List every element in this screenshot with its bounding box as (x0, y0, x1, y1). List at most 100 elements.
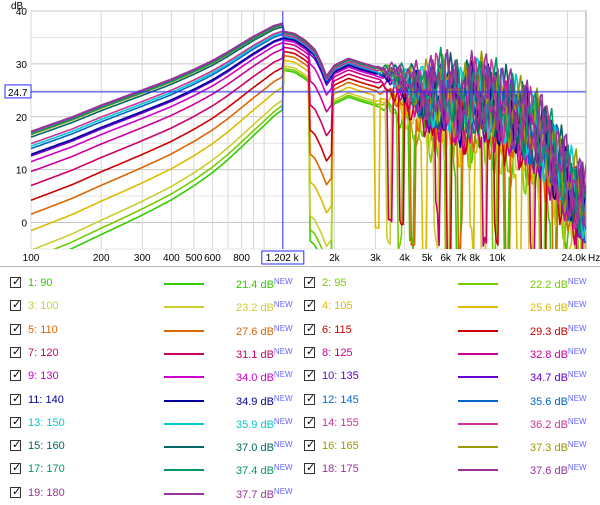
legend-item-swatch (458, 469, 498, 472)
x-tick-label: 7k (456, 253, 468, 264)
legend-item-checkbox[interactable]: ✓ (10, 414, 22, 428)
legend-item-label: 15: 160 (28, 440, 65, 453)
new-badge: NEW (567, 463, 587, 473)
legend-item[interactable]: ✓ 18: 175 37.6 dBNEW (304, 459, 594, 481)
legend-item-checkbox[interactable]: ✓ (10, 461, 21, 475)
legend-item[interactable]: ✓ 8: 125 32.8 dBNEW (304, 343, 594, 365)
legend-item[interactable]: ✓ 12: 145 35.6 dBNEW (304, 390, 594, 412)
legend-item-checkbox[interactable]: ✓ (10, 321, 22, 335)
legend-item-checkbox[interactable]: ✓ (10, 275, 21, 288)
legend-item-label: 7: 120 (28, 346, 59, 359)
cursor-x-readout-box (261, 250, 305, 265)
legend-item-swatch (164, 376, 204, 379)
legend-item-checkbox[interactable]: ✓ (10, 438, 21, 452)
legend-item-label: 17: 170 (28, 463, 65, 476)
x-tick-label: 600 (204, 253, 221, 264)
legend-item[interactable]: ✓ 4: 105 25.6 dBNEW (304, 296, 594, 318)
x-tick-label: 500 (186, 253, 203, 264)
legend-item-value: 37.4 dBNEW (236, 463, 293, 478)
legend-item-swatch (458, 306, 498, 309)
legend-item-label: 9: 130 (28, 370, 59, 383)
legend-item[interactable]: ✓ 2: 95 22.2 dBNEW (304, 273, 594, 295)
legend-item-swatch (164, 329, 204, 332)
legend-item-checkbox[interactable]: ✓ (10, 368, 22, 382)
legend-item[interactable]: ✓ 11: 140 34.9 dBNEW (10, 390, 300, 412)
new-badge: NEW (273, 346, 293, 356)
checkbox-check-icon: ✓ (12, 321, 22, 335)
legend-item[interactable]: ✓ 19: 180 37.7 dBNEW (10, 483, 300, 505)
legend-item-value: 21.4 dBNEW (236, 277, 293, 291)
legend-item-checkbox[interactable]: ✓ (304, 438, 316, 452)
legend-item[interactable]: ✓ 3: 100 23.2 dBNEW (10, 296, 300, 318)
legend-item-checkbox[interactable]: ✓ (10, 298, 21, 312)
legend-item-value: 25.6 dBNEW (530, 300, 587, 315)
legend-item-checkbox[interactable]: ✓ (304, 321, 316, 335)
x-tick-label: 5k (422, 253, 434, 264)
legend-item-checkbox[interactable]: ✓ (10, 391, 22, 405)
legend-item-label: 19: 180 (28, 486, 65, 499)
legend-item[interactable]: ✓ 17: 170 37.4 dBNEW (10, 459, 300, 481)
new-badge: NEW (567, 323, 587, 333)
checkbox-check-icon: ✓ (306, 438, 316, 452)
cursor-y-readout: 24.7 (8, 88, 28, 99)
legend-item[interactable]: ✓ 13: 150 35.9 dBNEW (10, 413, 300, 435)
axis-tick-labels: 0 10 20 30 40 100 200 300 400 500 600 800 2k 3k 4k 5k 6k… (16, 7, 587, 264)
legend-item-value: 37.6 dBNEW (530, 463, 587, 478)
legend-item[interactable]: ✓ 10: 135 34.7 dBNEW (304, 366, 594, 388)
series-line[interactable] (31, 37, 586, 222)
series-lines[interactable] (31, 22, 586, 265)
new-badge: NEW (273, 393, 293, 403)
legend-item-checkbox[interactable]: ✓ (304, 298, 315, 312)
legend-item-checkbox[interactable]: ✓ (10, 484, 22, 498)
legend-item[interactable]: ✓ 1: 90 21.4 dBNEW (10, 273, 300, 295)
checkbox-check-icon: ✓ (12, 368, 22, 382)
y-tick-label: 30 (16, 60, 28, 71)
legend-item[interactable]: ✓ 6: 115 29.3 dBNEW (304, 320, 594, 342)
legend-item[interactable]: ✓ 5: 110 27.6 dBNEW (10, 320, 300, 342)
legend-item[interactable]: ✓ 9: 130 34.0 dBNEW (10, 366, 300, 388)
series-line[interactable] (31, 22, 586, 230)
checkbox-check-icon: ✓ (12, 414, 22, 428)
chart-svg[interactable]: dB Hz 0 10 20 30 40 100 200 300 400 500 600 800 2k 3k… (0, 0, 600, 265)
legend-item-value: 22.2 dBNEW (530, 277, 587, 291)
legend-item-label: 1: 90 (28, 277, 53, 289)
legend-item-checkbox[interactable]: ✓ (10, 345, 21, 358)
legend-item-swatch (458, 352, 498, 355)
legend-item-value: 34.7 dBNEW (530, 370, 587, 385)
legend-item-checkbox[interactable]: ✓ (304, 392, 315, 405)
legend-item-swatch (458, 376, 498, 379)
cursor-y-readout-box (4, 84, 32, 99)
legend-item-label: 4: 105 (322, 300, 353, 313)
legend-item-swatch (458, 399, 498, 402)
legend-item[interactable]: ✓ 15: 160 37.0 dBNEW (10, 436, 300, 458)
legend-item-checkbox[interactable]: ✓ (304, 461, 315, 475)
legend-item-swatch (458, 283, 498, 285)
new-badge: NEW (273, 440, 293, 450)
checkbox-check-icon: ✓ (306, 344, 316, 358)
x-tick-label: 8k (469, 253, 481, 264)
new-badge: NEW (273, 463, 293, 473)
y-tick-label: 0 (21, 219, 27, 230)
legend-item[interactable]: ✓ 7: 120 31.1 dBNEW (10, 343, 300, 365)
legend-item[interactable]: ✓ 16: 165 37.3 dBNEW (304, 436, 594, 458)
x-tick-label: 6k (440, 253, 452, 264)
legend-item-value: 31.1 dBNEW (236, 346, 293, 361)
new-badge: NEW (567, 440, 587, 450)
cursor[interactable]: 24.7 1.202 k (4, 11, 586, 265)
legend-item[interactable]: ✓ 14: 155 36.2 dBNEW (304, 413, 594, 435)
legend-item-swatch (164, 422, 204, 425)
y-tick-label: 20 (16, 113, 28, 124)
frequency-response-chart[interactable]: dB Hz 0 10 20 30 40 100 200 300 400 500 600 800 2k 3k… (0, 0, 600, 265)
checkbox-check-icon: ✓ (12, 391, 22, 405)
legend-item-checkbox[interactable]: ✓ (304, 275, 315, 288)
new-badge: NEW (567, 346, 587, 356)
legend-item-checkbox[interactable]: ✓ (304, 368, 315, 382)
legend-item-checkbox[interactable]: ✓ (304, 344, 316, 358)
legend-item-label: 10: 135 (322, 370, 359, 383)
x-tick-label: 400 (163, 253, 180, 264)
new-badge: NEW (567, 393, 587, 403)
legend-item-checkbox[interactable]: ✓ (304, 415, 315, 428)
checkbox-check-icon: ✓ (306, 321, 316, 335)
checkbox-check-icon: ✓ (12, 484, 22, 498)
legend-item-value: 37.0 dBNEW (236, 440, 293, 455)
